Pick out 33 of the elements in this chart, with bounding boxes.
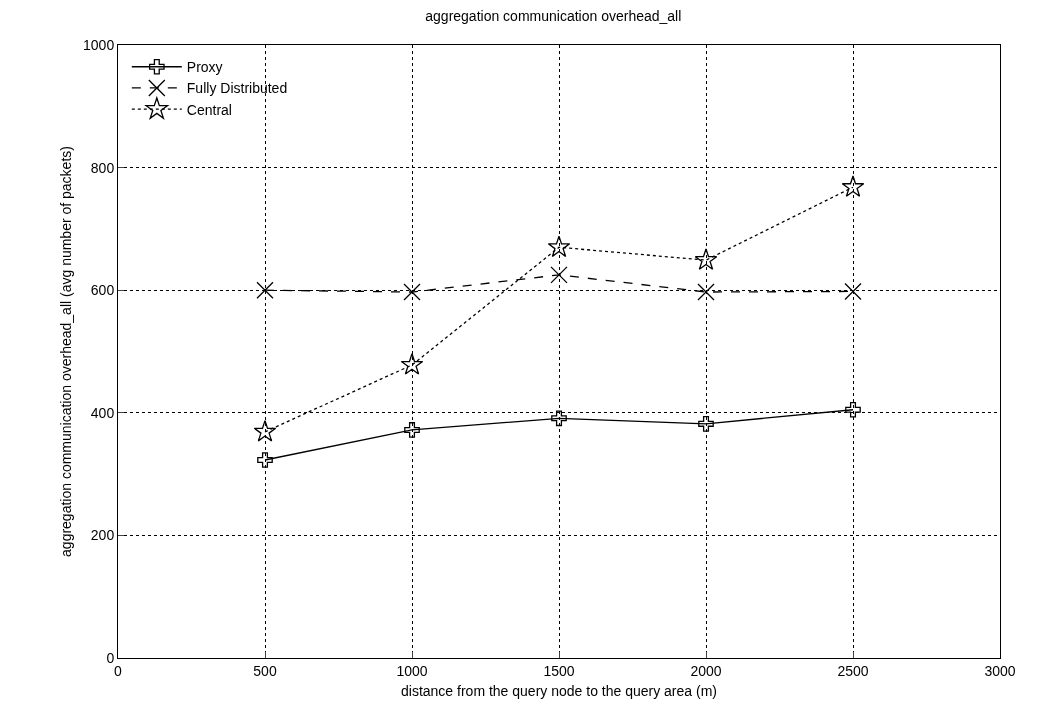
y-tick-label: 400: [90, 404, 115, 421]
y-tick-label: 1000: [83, 36, 115, 53]
point: [256, 281, 274, 299]
point: [403, 283, 421, 301]
point: [697, 283, 715, 301]
legend-label: Proxy: [186, 59, 223, 76]
chart-title: aggregation communication overhead_all: [425, 7, 682, 24]
point: [404, 422, 420, 438]
x-tick-label: 1500: [543, 662, 575, 679]
point: [844, 282, 862, 301]
x-tick-label: 2000: [690, 662, 722, 679]
point: [698, 415, 714, 432]
point: [845, 401, 861, 418]
x-tick-label: 1000: [396, 662, 428, 679]
legend-label: Central: [186, 101, 232, 118]
point: [694, 248, 718, 270]
point: [257, 452, 273, 468]
y-tick-label: 600: [90, 282, 115, 299]
point: [550, 266, 568, 284]
y-tick-label: 200: [90, 527, 115, 544]
y-axis-title: aggregation communication overhead_all (avg number of packets): [57, 146, 74, 557]
x-tick-label: 500: [253, 662, 277, 679]
point: [551, 410, 567, 427]
point: [253, 419, 277, 442]
legend-label: Fully Distributed: [186, 80, 288, 97]
x-axis-title: distance from the query node to the query area (m): [401, 683, 717, 700]
y-tick-label: 0: [106, 649, 115, 666]
x-tick-label: 3000: [984, 662, 1016, 679]
point: [400, 353, 424, 375]
x-tick-label: 2500: [837, 662, 869, 679]
point: [841, 175, 865, 197]
y-tick-label: 800: [90, 159, 115, 176]
point: [547, 235, 571, 257]
